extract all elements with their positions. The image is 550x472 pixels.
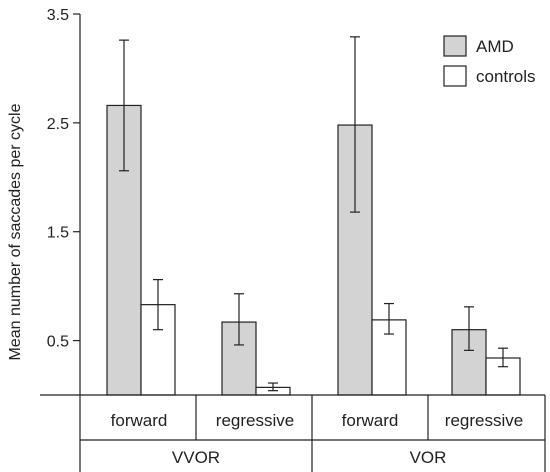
x-group-label: VOR (410, 448, 447, 467)
x-category-label: forward (111, 411, 168, 430)
y-tick-label: 0.5 (47, 334, 69, 351)
legend-label: controls (476, 67, 536, 86)
bars (106, 36, 521, 396)
bar-group (106, 39, 142, 396)
y-tick-label: 1.5 (47, 225, 69, 242)
bar-group (451, 306, 487, 396)
bar-group (221, 293, 257, 396)
legend-label: AMD (476, 37, 514, 56)
bar-group (485, 347, 521, 396)
y-tick-label: 2.5 (47, 116, 69, 133)
legend-item: AMD (443, 35, 514, 57)
bar-group (371, 302, 407, 396)
legend: AMD controls (443, 35, 536, 87)
bar-group (140, 279, 176, 396)
y-axis: 0.5 1.5 2.5 3.5 (47, 7, 81, 395)
x-category-label: forward (342, 411, 399, 430)
x-category-label: regressive (216, 411, 294, 430)
y-tick-label: 3.5 (47, 7, 69, 24)
legend-swatch (443, 65, 467, 87)
x-axis: forward regressive forward regressive VVOR VO… (40, 394, 546, 472)
x-group-label: VVOR (172, 448, 220, 467)
bar-group (255, 382, 291, 396)
legend-item: controls (443, 65, 536, 87)
bar-group (337, 36, 373, 396)
legend-swatch (443, 35, 467, 57)
x-category-label: regressive (445, 411, 523, 430)
y-axis-title: Mean number of saccades per cycle (7, 103, 24, 360)
